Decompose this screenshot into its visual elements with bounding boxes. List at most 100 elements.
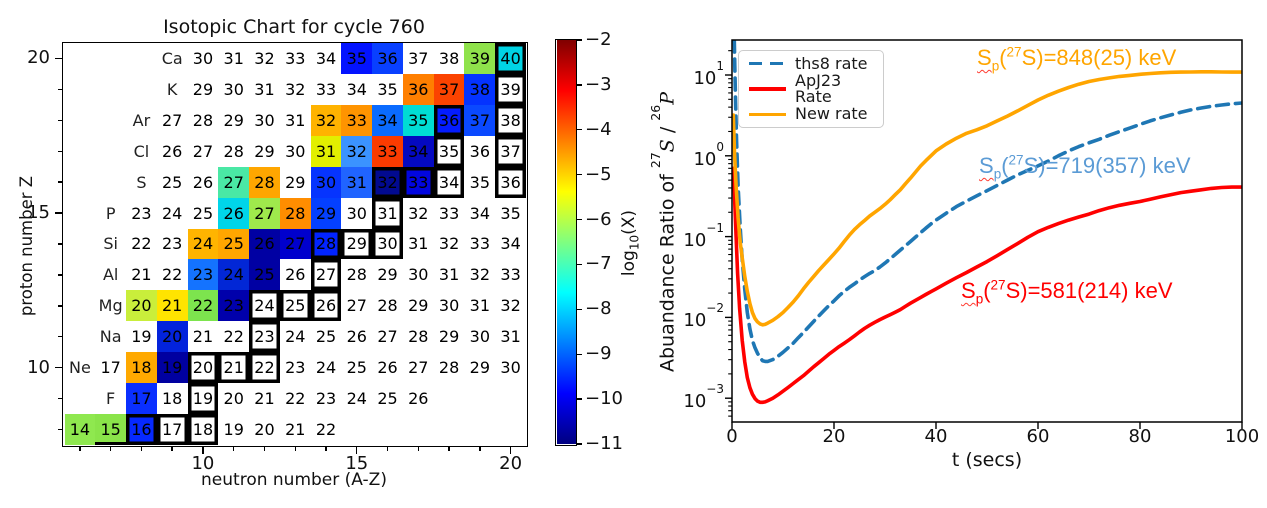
isotope-cell-Ca38: 38	[438, 48, 460, 68]
right-yaxis-label: Abuandance Ratio of 27S / 26P	[648, 92, 679, 373]
isotope-cell-P23: 23	[131, 203, 152, 223]
isotope-cell-K35: 35	[377, 79, 398, 99]
isotope-cell-Mg23: 23	[218, 290, 250, 322]
isotope-cell-Ne28: 28	[438, 358, 460, 378]
x-tick-12	[263, 446, 266, 451]
isotope-cell-Cl35: 35	[434, 136, 465, 167]
isotope-cell-Si32: 32	[438, 234, 460, 254]
isotope-cell-P27: 27	[249, 197, 280, 229]
isotope-cell-Ar29: 29	[223, 110, 244, 130]
isotope-cell-F24: 24	[346, 389, 367, 409]
isotope-cell-Na30: 30	[469, 327, 491, 347]
isotope-cell-Ar33: 33	[341, 104, 373, 136]
isotope-cell-Si33: 33	[469, 234, 491, 254]
isotope-cell-Cl27: 27	[192, 141, 214, 161]
ths8-rate-curve	[732, 40, 1242, 364]
colorbar-tick-−4	[577, 129, 582, 131]
x-tick-14	[325, 446, 327, 451]
isotope-cell-Al28: 28	[346, 265, 367, 285]
colorbar-tick-−7	[577, 263, 582, 266]
colorbar-tick-−6	[577, 218, 582, 221]
isotope-cell-F19: 19	[188, 383, 219, 414]
isotope-cell-K32: 32	[285, 79, 306, 99]
isotope-cell-Cl34: 34	[402, 135, 434, 167]
isotope-cell-S30: 30	[310, 166, 342, 198]
colorbar-tick-label-−4: −4	[585, 118, 612, 140]
isotope-cell-Al26: 26	[285, 265, 306, 285]
isotope-cell-S29: 29	[285, 172, 306, 192]
y-tick-17	[57, 150, 62, 152]
isotope-cell-Ca36: 36	[372, 43, 403, 74]
isotope-cell-Mg29: 29	[408, 296, 429, 316]
element-symbol-Si: Si	[103, 234, 118, 254]
isotope-cell-Ar36: 36	[433, 104, 465, 136]
colorbar-tick-label-−11: −11	[585, 433, 623, 454]
isotope-cell-Na24: 24	[285, 327, 306, 347]
x-tick-13	[294, 446, 296, 451]
annotation-sp-581: Sp(27S)=581(214) keV	[961, 277, 1173, 307]
right-y-tick-label-1e-3: 10−3	[683, 382, 724, 413]
isotope-cell-F17: 17	[126, 383, 157, 415]
isotope-cell-P25: 25	[192, 203, 214, 223]
isotope-cell-P28: 28	[279, 197, 311, 229]
isotope-cell-Ar35: 35	[402, 104, 434, 136]
isotope-cell-S31: 31	[341, 166, 373, 198]
isotope-cell-P35: 35	[500, 203, 521, 223]
isotope-cell-F18: 18	[162, 389, 183, 409]
isotope-cell-S28: 28	[249, 166, 280, 198]
legend-line-newrate-icon	[749, 112, 786, 117]
isotope-cell-S27: 27	[218, 166, 250, 198]
y-tick-10	[55, 366, 62, 369]
colorbar-tick-label-−9: −9	[585, 343, 612, 365]
element-symbol-Ca: Ca	[161, 48, 183, 68]
right-y-tick-label-1e-2: 10−2	[683, 301, 724, 332]
isotope-cell-Al30: 30	[408, 265, 429, 285]
isotope-cell-P31: 31	[372, 198, 403, 229]
right-y-tick-label-1e-1: 10−1	[683, 220, 724, 251]
annotation-sp-848: Sp(27S)=848(25) keV	[977, 44, 1177, 74]
y-tick-label-10: 10	[27, 356, 50, 378]
isotope-cell-Cl33: 33	[372, 135, 403, 167]
y-tick-15	[55, 212, 62, 214]
colorbar-tick-−8	[577, 308, 582, 311]
colorbar-tick-label-−6: −6	[585, 208, 612, 230]
y-tick-13	[57, 274, 62, 276]
legend-item-ths8: ths8 rate	[745, 55, 877, 72]
isotope-cell-Mg21: 21	[156, 290, 188, 322]
isotope-cell-Ca34: 34	[315, 48, 337, 68]
element-symbol-Mg: Mg	[98, 296, 123, 316]
isotope-cell-Ar30: 30	[254, 110, 275, 130]
isotope-cell-P24: 24	[162, 203, 183, 223]
colorbar-tick-−10	[577, 398, 582, 400]
x-tick-label-10: 10	[191, 453, 215, 474]
isotope-cell-F23: 23	[315, 389, 337, 409]
isotope-cell-Ca37: 37	[408, 48, 429, 68]
isotope-cell-Cl37: 37	[495, 136, 526, 167]
legend-item-apj23: ApJ23 Rate	[745, 72, 877, 105]
isotope-cell-Ca32: 32	[254, 48, 275, 68]
isotope-cell-O22: 22	[315, 420, 337, 440]
isotope-cell-Ne27: 27	[408, 358, 429, 378]
isotope-cell-Na28: 28	[408, 327, 429, 347]
isotope-cell-Ne21: 21	[218, 352, 249, 383]
stable-edge-segment	[95, 441, 157, 445]
isotope-cell-Cl26: 26	[162, 141, 183, 161]
isotope-cell-P30: 30	[346, 203, 367, 223]
y-tick-14	[57, 243, 62, 245]
isotope-cell-Ar34: 34	[372, 104, 403, 136]
isotope-cell-Ca35: 35	[341, 43, 373, 74]
colorbar-gradient	[556, 40, 576, 444]
isotope-cell-F21: 21	[254, 389, 275, 409]
isotope-cell-F20: 20	[223, 389, 244, 409]
right-y-tick-label-1e1: 101	[693, 59, 724, 89]
isotope-cell-Na29: 29	[438, 327, 460, 347]
isotope-cell-Na20: 20	[156, 321, 188, 353]
isotope-cell-Ne19: 19	[156, 352, 188, 384]
isotope-cell-Ne30: 30	[500, 358, 521, 378]
x-tick-20	[509, 446, 512, 454]
isotope-cell-O18: 18	[188, 414, 219, 445]
isotope-cell-Al33: 33	[500, 265, 521, 285]
isotope-cell-P34: 34	[469, 203, 491, 223]
x-tick-label-20: 20	[499, 453, 523, 474]
